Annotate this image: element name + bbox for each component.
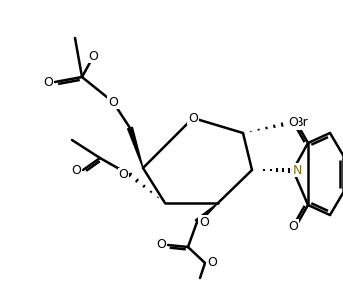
- Text: O: O: [71, 164, 81, 176]
- Text: O: O: [43, 76, 53, 88]
- Text: O: O: [199, 215, 209, 229]
- Polygon shape: [195, 203, 218, 224]
- Text: O: O: [88, 49, 98, 63]
- Text: Br: Br: [295, 116, 309, 130]
- Text: O: O: [156, 239, 166, 251]
- Text: O: O: [188, 112, 198, 124]
- Text: O: O: [288, 116, 298, 128]
- Text: O: O: [118, 168, 128, 182]
- Text: O: O: [108, 96, 118, 108]
- Text: O: O: [207, 257, 217, 269]
- Text: O: O: [288, 219, 298, 233]
- Text: N: N: [293, 164, 303, 176]
- Polygon shape: [128, 127, 143, 168]
